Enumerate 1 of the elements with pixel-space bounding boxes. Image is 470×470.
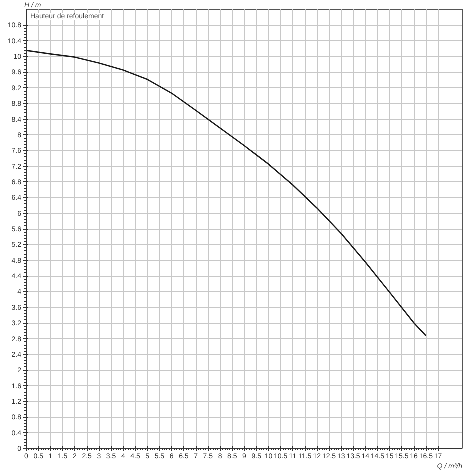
line-series [26, 50, 427, 337]
